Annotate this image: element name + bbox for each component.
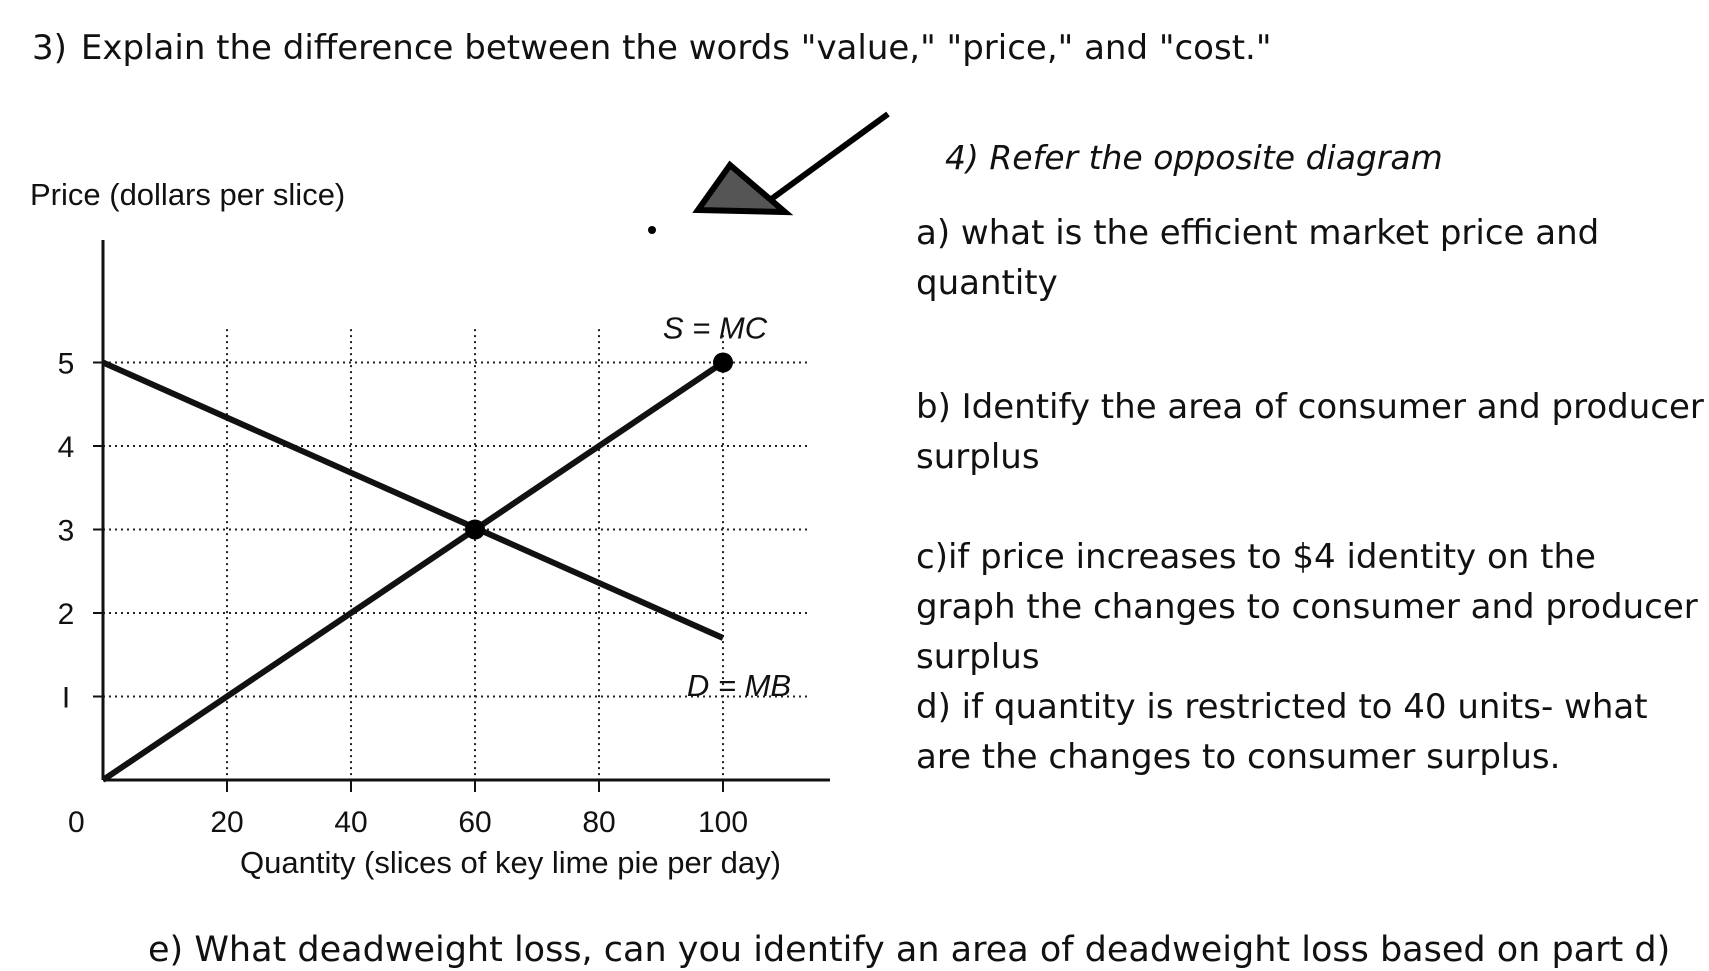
chart-ticks: I 2 3 4 5 20 40 60 80 100	[58, 348, 748, 840]
chart-axes	[101, 240, 830, 782]
x-tick-label-40: 40	[334, 806, 367, 839]
question-3-number: 3)	[32, 28, 67, 68]
y-tick-label-4: 4	[58, 431, 75, 464]
question-4a: a) what is the efficient market price an…	[916, 213, 1600, 303]
x-tick-label-80: 80	[582, 806, 615, 839]
chart-series: S = MC D = MB	[101, 311, 791, 783]
question-4d: d) if quantity is restricted to 40 units…	[916, 687, 1648, 777]
origin-label: 0	[68, 806, 85, 839]
question-3: 3) Explain the difference between the wor…	[32, 28, 1271, 68]
x-tick-label-60: 60	[458, 806, 491, 839]
x-axis-title: Quantity (slices of key lime pie per day…	[240, 845, 781, 880]
series-label-supply: S = MC	[663, 311, 768, 346]
series-line-0	[101, 360, 725, 783]
data-point-0	[465, 519, 485, 540]
arrow-pointer-icon	[648, 111, 890, 234]
question-4b: b) Identify the area of consumer and pro…	[916, 387, 1704, 477]
question-4c: c)if price increases to $4 identity on t…	[916, 537, 1698, 677]
y-tick-label-3: 3	[58, 515, 75, 548]
x-tick-label-20: 20	[210, 806, 243, 839]
x-tick-label-100: 100	[698, 806, 748, 839]
y-axis-title: Price (dollars per slice)	[30, 177, 345, 212]
question-4e: e) What deadweight loss, can you identif…	[148, 930, 1671, 970]
chart-labels: Price (dollars per slice) Quantity (slic…	[30, 177, 781, 880]
supply-demand-chart: I 2 3 4 5 20 40 60 80 100 S = MC D = MB Price (dol…	[30, 111, 890, 880]
series-line-1	[101, 359, 725, 641]
data-point-1	[713, 352, 733, 373]
y-tick-label-5: 5	[58, 348, 75, 381]
y-tick-label-2: 2	[58, 598, 75, 631]
question-3-text: Explain the difference between the words…	[80, 28, 1272, 68]
series-label-demand: D = MB	[687, 668, 791, 703]
y-tick-label-1: I	[62, 682, 70, 715]
question-4-title: 4) Refer the opposite diagram	[945, 138, 1443, 177]
